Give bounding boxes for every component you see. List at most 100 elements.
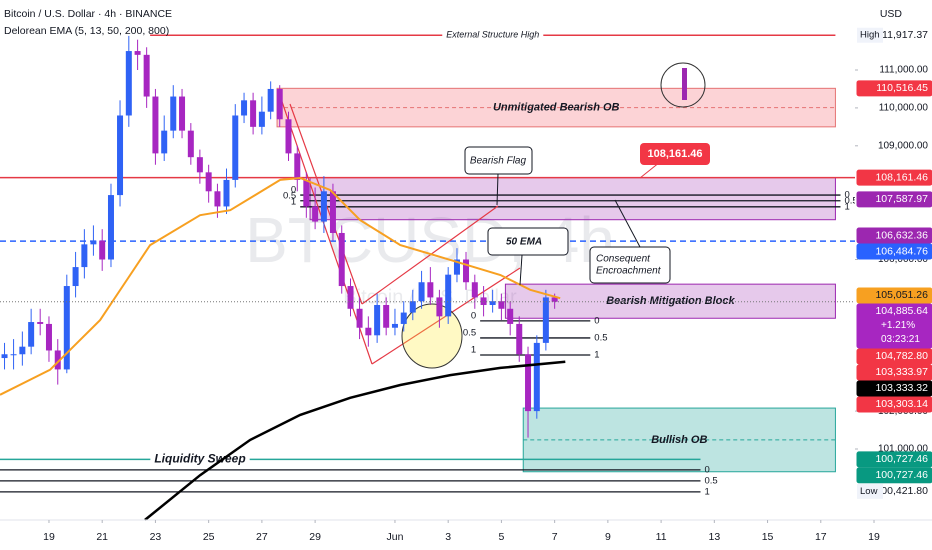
x-tick-label: 9 <box>605 531 611 543</box>
currency: USD <box>880 8 903 20</box>
y-tick-label: 101,000.00 <box>878 444 928 455</box>
candle-body <box>365 327 372 336</box>
price-tag-prefix: High <box>860 30 880 41</box>
candle-body <box>134 51 141 55</box>
candle-body <box>45 323 52 351</box>
fib-label: 0.5 <box>283 190 296 201</box>
price-tag-label: 104,782.80 <box>875 350 928 362</box>
candle-body <box>241 100 248 116</box>
candle-body <box>72 267 79 287</box>
candle-body <box>338 232 345 287</box>
price-tag-label: 111,917.37 <box>877 29 928 41</box>
candle-body <box>533 342 540 412</box>
candle-body <box>179 96 186 131</box>
y-tick-label: 106,000.00 <box>878 254 928 265</box>
callout-text: 108,161.46 <box>647 148 702 160</box>
price-tag <box>856 287 932 304</box>
price-tag-label: 106,632.36 <box>875 229 928 241</box>
candle-body <box>418 282 425 302</box>
y-tick-label: 111,000.00 <box>879 65 928 76</box>
x-tick-label: 11 <box>656 531 667 543</box>
marker <box>682 68 687 100</box>
candle-body <box>383 304 390 328</box>
highlight-circle <box>401 303 463 369</box>
candle-body <box>81 244 88 268</box>
price-tag-label: 103,333.97 <box>875 366 928 378</box>
candle-body <box>10 354 17 356</box>
callout-text: 50 EMA <box>506 237 542 248</box>
candle-body <box>214 191 221 207</box>
x-tick-label: 23 <box>150 531 162 543</box>
price-tag <box>856 348 932 365</box>
x-tick-label: 27 <box>256 531 268 543</box>
fib-label: 1 <box>844 201 849 212</box>
candle-body <box>374 304 381 336</box>
candle-body <box>516 323 523 355</box>
callout-box <box>487 227 569 256</box>
candle-body <box>453 259 460 275</box>
zone <box>504 283 836 319</box>
callout-box <box>589 246 671 284</box>
price-tag-label: 103,303.14 <box>875 398 928 410</box>
candle-body <box>205 172 212 192</box>
flag-line <box>361 205 499 305</box>
candle-body <box>187 130 194 158</box>
candle-body <box>347 286 354 309</box>
axes: 19 21 23 25 27 29 Jun 3 5 7 9 11 13 15 17 19111,000.001… <box>0 27 932 543</box>
price-tag-label: 105,051.26 <box>875 289 928 301</box>
candle-body <box>329 191 336 233</box>
callout-ema: 50 EMA <box>487 227 569 286</box>
y-tick-label: 110,000.00 <box>879 103 929 114</box>
candle-body <box>489 301 496 305</box>
candle-body <box>196 157 203 173</box>
fib-label: 0 <box>471 310 476 321</box>
level-label: Liquidity Sweep <box>154 452 245 466</box>
candle-body <box>37 322 44 324</box>
candle-body <box>480 297 487 305</box>
fib-label: 0.5 <box>594 332 607 343</box>
callout-arrow <box>496 173 499 206</box>
callout-level: 108,161.46 <box>639 143 710 179</box>
candle-body <box>471 282 478 298</box>
candle-body <box>117 115 124 196</box>
candle-body <box>161 130 168 154</box>
candle-body <box>232 115 239 180</box>
fib-label: 0 <box>291 185 296 196</box>
x-tick-label: Jun <box>386 531 403 543</box>
price-tag <box>856 451 932 468</box>
candle-body <box>400 312 407 324</box>
fib-label: 0.5 <box>704 475 717 486</box>
candle-body <box>320 191 327 222</box>
x-tick-label: 5 <box>498 531 504 543</box>
candle-body <box>542 297 549 343</box>
ema-line <box>0 176 561 396</box>
x-tick-label: 17 <box>815 531 827 543</box>
flag-line <box>277 89 373 365</box>
zone-label: Bearish Mitigation Block <box>606 295 735 307</box>
zone-label: Bullish OB <box>651 434 707 446</box>
zone <box>309 177 836 221</box>
marker-circle <box>660 62 706 108</box>
candle-body <box>99 240 106 260</box>
candle-body <box>54 350 61 370</box>
x-tick-label: 15 <box>762 531 774 543</box>
price-tag <box>856 169 932 186</box>
callout-box <box>464 146 533 175</box>
candle-body <box>90 240 97 245</box>
fib-label: 1 <box>471 345 476 356</box>
candle-body <box>427 282 434 298</box>
x-tick-label: 19 <box>868 531 880 543</box>
x-tick-label: 29 <box>309 531 321 543</box>
candle-body <box>250 100 257 127</box>
price-tag <box>856 467 932 484</box>
price-tag <box>856 303 932 349</box>
price-tag <box>856 380 932 397</box>
candle-body <box>267 88 274 112</box>
ema-lines <box>0 176 855 521</box>
callout-box <box>640 143 710 165</box>
candle-body <box>152 96 159 154</box>
price-tag-label: 103,333.32 <box>875 382 928 394</box>
price-tag <box>856 80 932 97</box>
candle-body <box>276 88 283 120</box>
